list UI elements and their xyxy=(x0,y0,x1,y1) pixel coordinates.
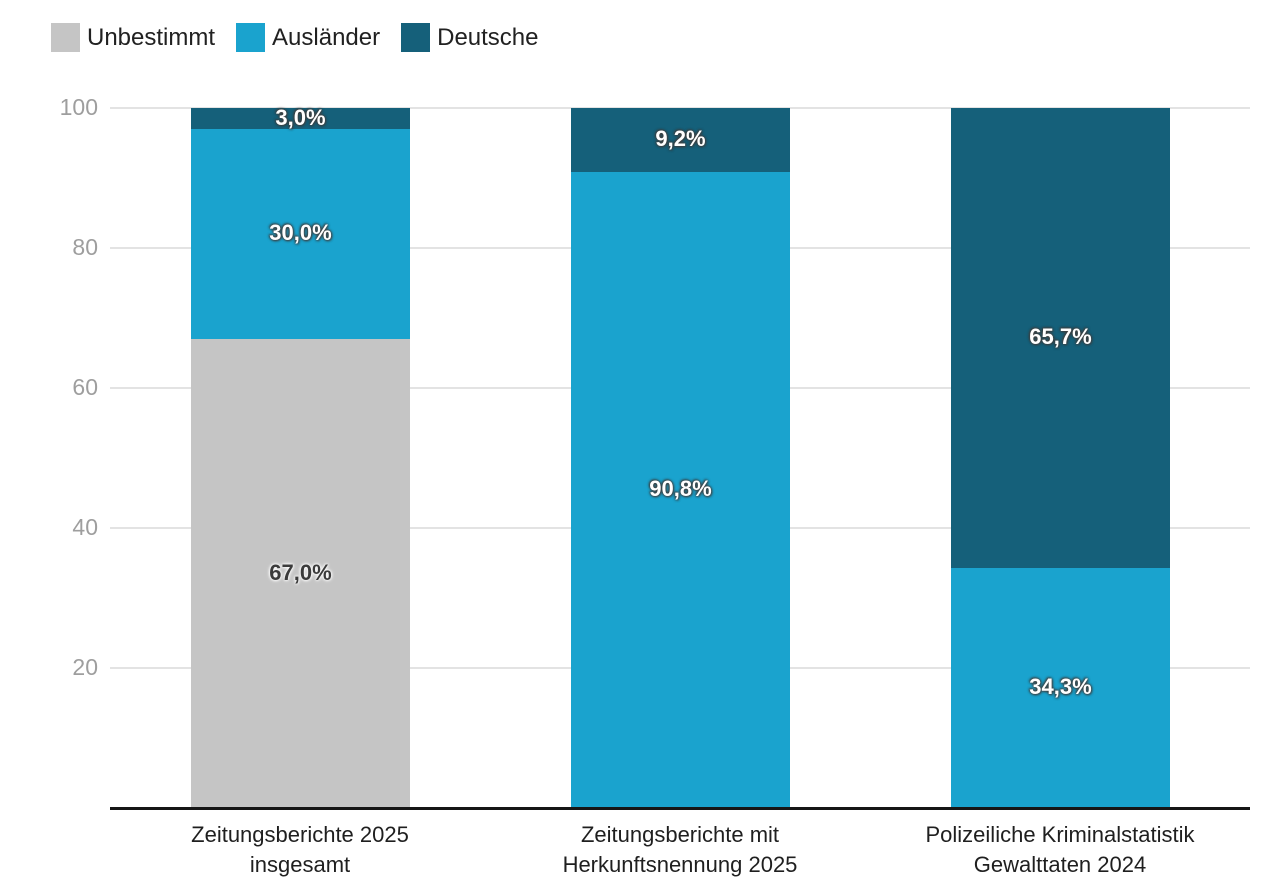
x-axis-category-line: Herkunftsnennung 2025 xyxy=(562,852,798,877)
legend-item-undefined: Deutsche xyxy=(401,23,539,52)
bar-segment-deutsche-3[interactable] xyxy=(951,108,1170,568)
x-axis-category-line: Polizeiliche Kriminalstatistik xyxy=(925,822,1195,847)
legend-swatch-icon xyxy=(401,23,431,52)
x-axis-category-line: Gewalttaten 2024 xyxy=(973,852,1147,877)
x-axis-category-label: Zeitungsberichte 2025 insgesamt xyxy=(110,820,490,880)
legend-label: Unbestimmt xyxy=(87,23,216,51)
x-axis-category-label: Polizeiliche Kriminalstatistik Gewalttate… xyxy=(870,820,1250,880)
bar-segment-deutsche-1[interactable] xyxy=(191,108,410,129)
bar-segment-ausländer-1[interactable] xyxy=(191,129,410,339)
y-axis-tick-label: 80 xyxy=(72,234,98,260)
bar-segment-ausländer-2[interactable] xyxy=(571,172,790,808)
bar-segment-unbestimmt-1[interactable] xyxy=(191,339,410,808)
x-axis-category-label: Zeitungsberichte mit Herkunftsnennung 202… xyxy=(490,820,870,880)
legend-swatch-icon xyxy=(236,23,266,52)
x-axis-category-line: Zeitungsberichte 2025 xyxy=(191,822,409,847)
x-axis-line xyxy=(110,807,1250,810)
legend-item-undefined: Unbestimmt xyxy=(51,23,215,52)
legend-label: Ausländer xyxy=(272,23,381,51)
y-axis-tick-label: 40 xyxy=(72,514,98,540)
chart-legend: Unbestimmt Ausländer Deutsche xyxy=(51,23,560,52)
y-axis-tick-label: 60 xyxy=(72,374,98,400)
legend-label: Deutsche xyxy=(437,23,539,51)
bar-segment-ausländer-3[interactable] xyxy=(951,567,1170,808)
x-axis-category-line: Zeitungsberichte mit xyxy=(580,822,780,847)
y-axis-tick-label: 100 xyxy=(59,94,98,120)
legend-item-undefined: Ausländer xyxy=(236,23,380,52)
x-axis-category-line: insgesamt xyxy=(249,852,351,877)
y-axis-tick-label: 20 xyxy=(72,654,98,680)
bar-segment-deutsche-2[interactable] xyxy=(571,108,790,173)
legend-swatch-icon xyxy=(51,23,80,52)
